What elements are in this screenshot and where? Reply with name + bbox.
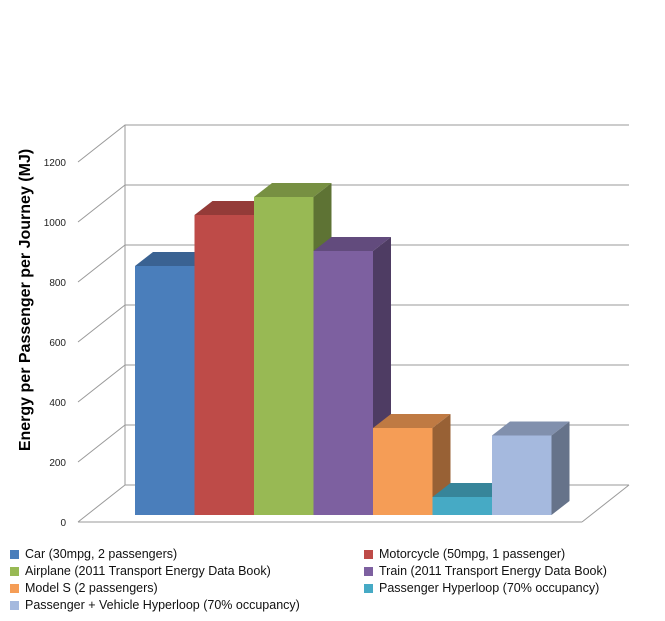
legend-label: Passenger + Vehicle Hyperloop (70% occup… [25,598,300,612]
gridline [77,184,629,223]
gridline [77,124,629,163]
y-tick-label: 1000 [44,218,67,229]
legend-swatch [364,584,373,593]
legend-swatch [10,550,19,559]
bar-front [373,428,433,515]
bar [373,414,451,515]
legend-label: Car (30mpg, 2 passengers) [25,547,178,561]
y-tick-label: 200 [49,458,66,469]
bar-front [313,251,373,515]
legend-label: Airplane (2011 Transport Energy Data Boo… [25,564,271,578]
y-tick-label: 0 [60,518,66,529]
bar-front [432,497,492,515]
chart-legend: Car (30mpg, 2 passengers) Motorcycle (50m… [10,547,660,613]
legend-swatch [10,567,19,576]
chart-bars [135,183,570,515]
y-axis-ticks: 0 200 400 600 800 1000 1200 [44,158,67,529]
legend-label: Passenger Hyperloop (70% occupancy) [379,581,600,595]
bar-top [492,421,570,436]
legend-item: Car (30mpg, 2 passengers) [10,547,364,562]
bar-side [551,421,570,515]
legend-item: Passenger + Vehicle Hyperloop (70% occup… [10,598,364,613]
y-tick-label: 1200 [44,158,67,169]
legend-swatch [364,567,373,576]
legend-swatch [10,584,19,593]
chart-grid [77,124,630,523]
floor-edge [581,484,630,523]
bar-top [194,201,272,215]
bar-top [135,252,213,266]
bar-front [492,435,552,515]
bar-chart: 0 200 400 600 800 1000 1200 Energy per Passeng… [17,124,630,529]
legend-swatch [10,601,19,610]
y-tick-label: 800 [49,278,66,289]
bar-front [254,197,314,515]
bar-top [432,483,510,497]
bar-front [135,266,195,515]
y-axis-title: Energy per Passenger per Journey (MJ) [17,149,34,451]
legend-label: Train (2011 Transport Energy Data Book) [379,564,607,578]
bar-top [373,414,451,428]
legend-item: Airplane (2011 Transport Energy Data Boo… [10,564,364,579]
legend-item: Model S (2 passengers) [10,581,364,596]
legend-swatch [364,550,373,559]
bar-front [194,215,254,515]
legend-label: Motorcycle (50mpg, 1 passenger) [379,547,566,561]
legend-item: Train (2011 Transport Energy Data Book) [364,564,660,579]
legend-item: Motorcycle (50mpg, 1 passenger) [364,547,660,562]
bar-top [254,183,332,197]
y-tick-label: 400 [49,398,66,409]
legend-label: Model S (2 passengers) [25,581,158,595]
bar-top [313,237,391,251]
bar [492,421,570,515]
y-tick-label: 600 [49,338,66,349]
legend-item: Passenger Hyperloop (70% occupancy) [364,581,660,596]
